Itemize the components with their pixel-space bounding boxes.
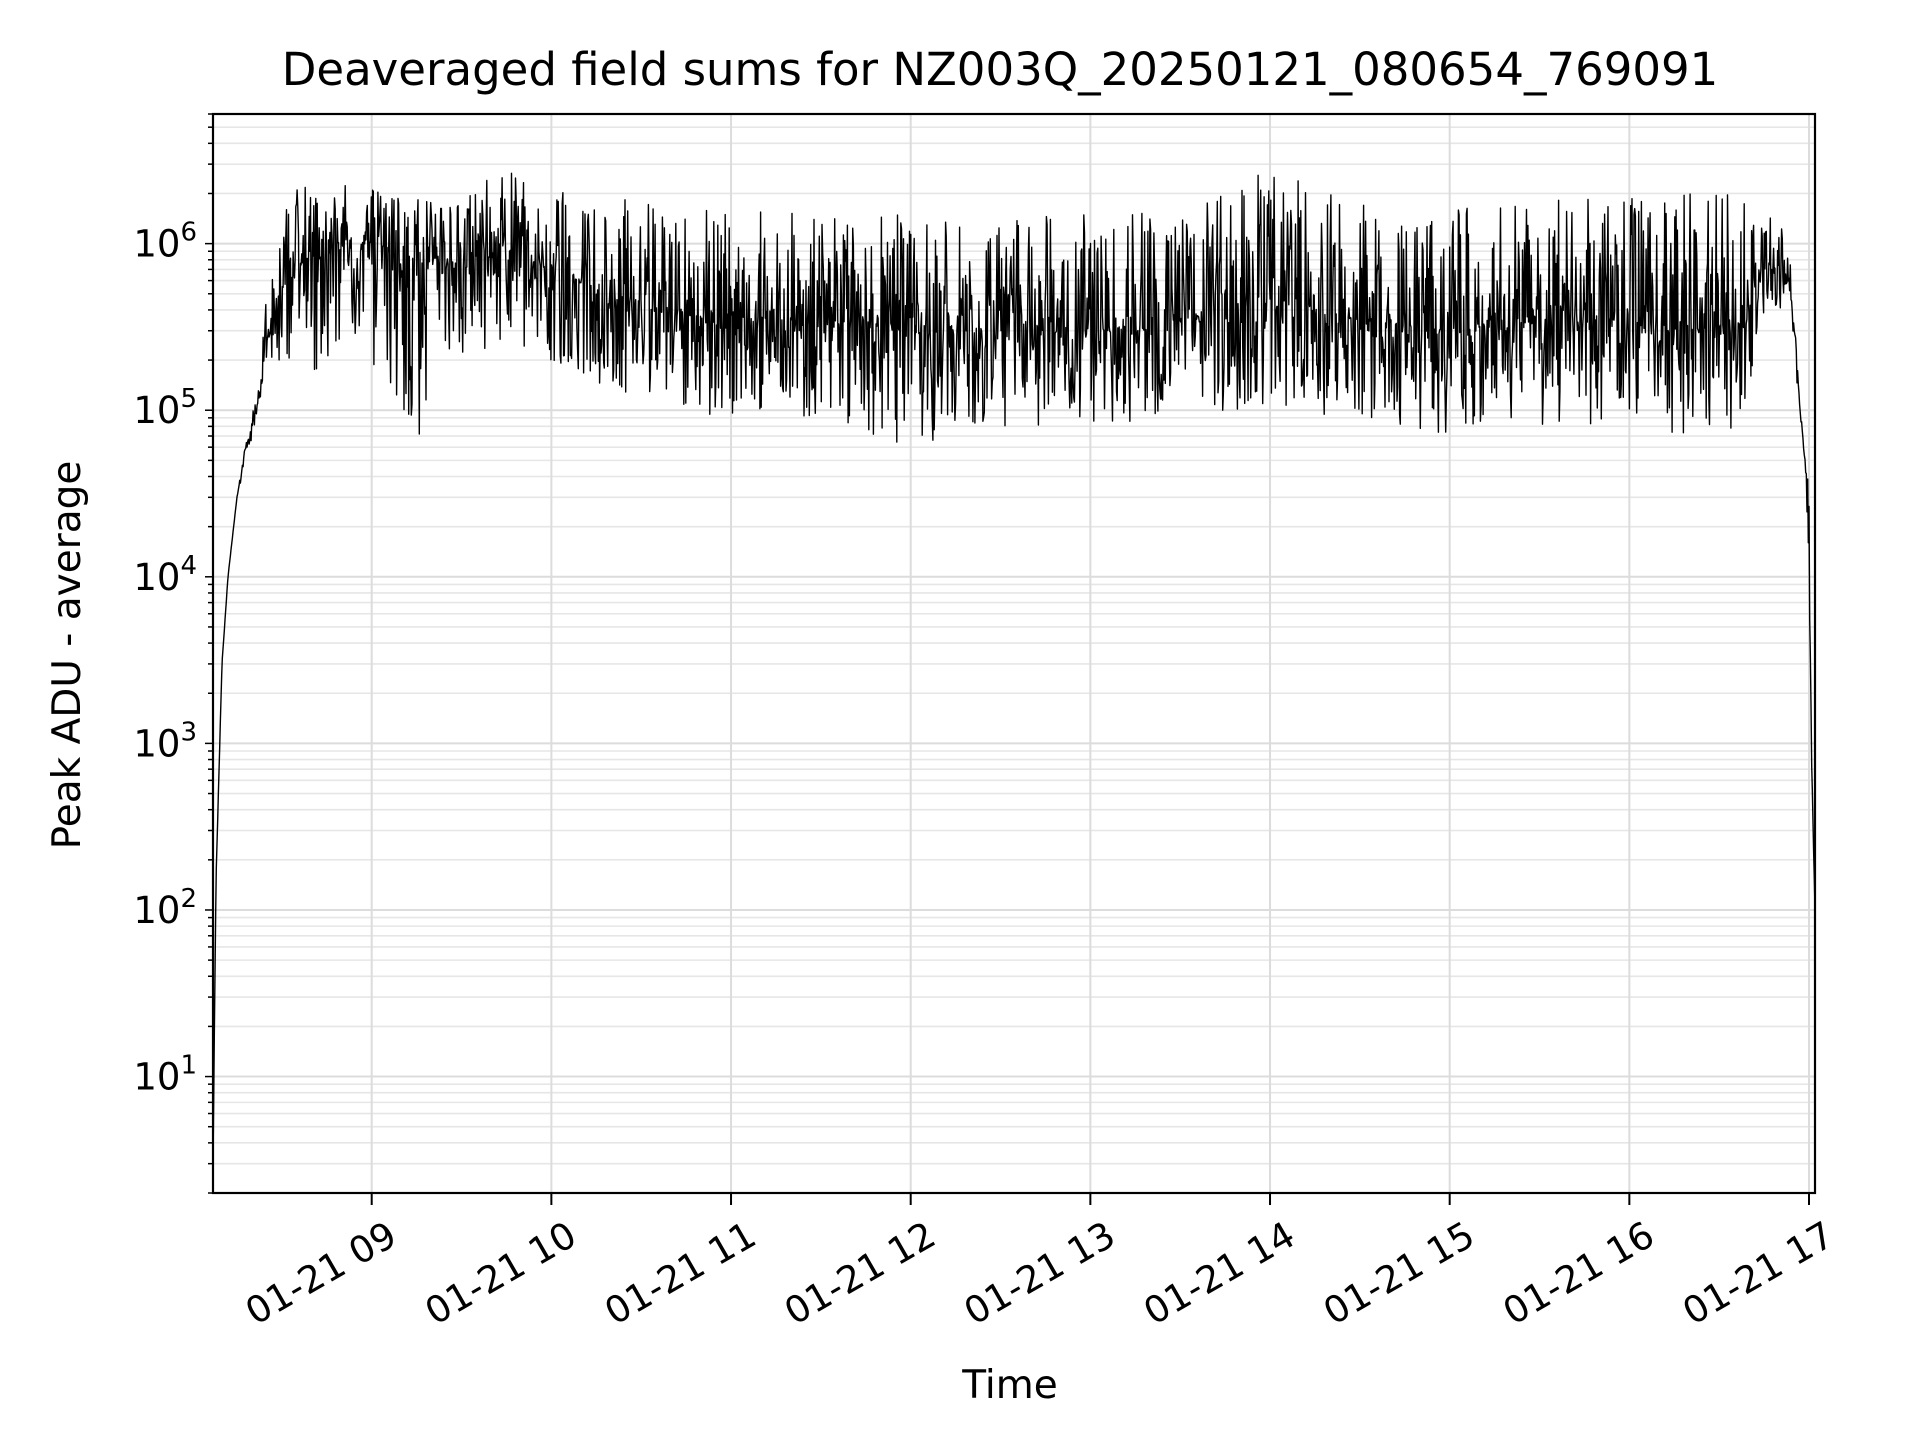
y-tick-exponent: 4 [180,551,197,581]
y-tick-exponent: 2 [180,884,197,914]
x-axis-label: Time [961,1363,1057,1408]
y-tick-label: 106 [133,218,197,266]
x-tick-label: 01-21 10 [418,1213,584,1333]
y-tick-exponent: 5 [180,384,197,414]
x-tick-label: 01-21 12 [777,1213,943,1333]
y-tick-base: 10 [133,722,180,765]
series-line [212,172,1816,1164]
y-axis-label: Peak ADU - average [45,461,90,850]
y-tick-base: 10 [133,223,180,266]
data-layer [212,172,1816,1164]
y-tick-label: 103 [133,717,197,765]
x-tick-label: 01-21 09 [238,1213,404,1333]
chart-title: Deaveraged field sums for NZ003Q_2025012… [282,43,1718,96]
y-tick-exponent: 6 [180,218,197,248]
x-tick-label: 01-21 16 [1496,1213,1662,1333]
y-tick-base: 10 [133,889,180,932]
x-tick-label: 01-21 17 [1676,1213,1842,1333]
x-tick-label: 01-21 15 [1316,1213,1482,1333]
y-tick-base: 10 [133,556,180,599]
x-tick-label: 01-21 11 [598,1213,764,1333]
x-tick-label: 01-21 13 [957,1213,1123,1333]
y-tick-label: 102 [133,884,197,932]
x-tick-label: 01-21 14 [1137,1213,1303,1333]
y-tick-label: 105 [133,384,197,432]
y-tick-base: 10 [133,1056,180,1099]
y-tick-label: 104 [133,551,197,599]
y-tick-base: 10 [133,389,180,432]
y-tick-exponent: 3 [180,717,197,747]
y-tick-label: 101 [133,1051,197,1099]
y-tick-exponent: 1 [180,1051,197,1081]
plot-frame [211,112,1817,1195]
